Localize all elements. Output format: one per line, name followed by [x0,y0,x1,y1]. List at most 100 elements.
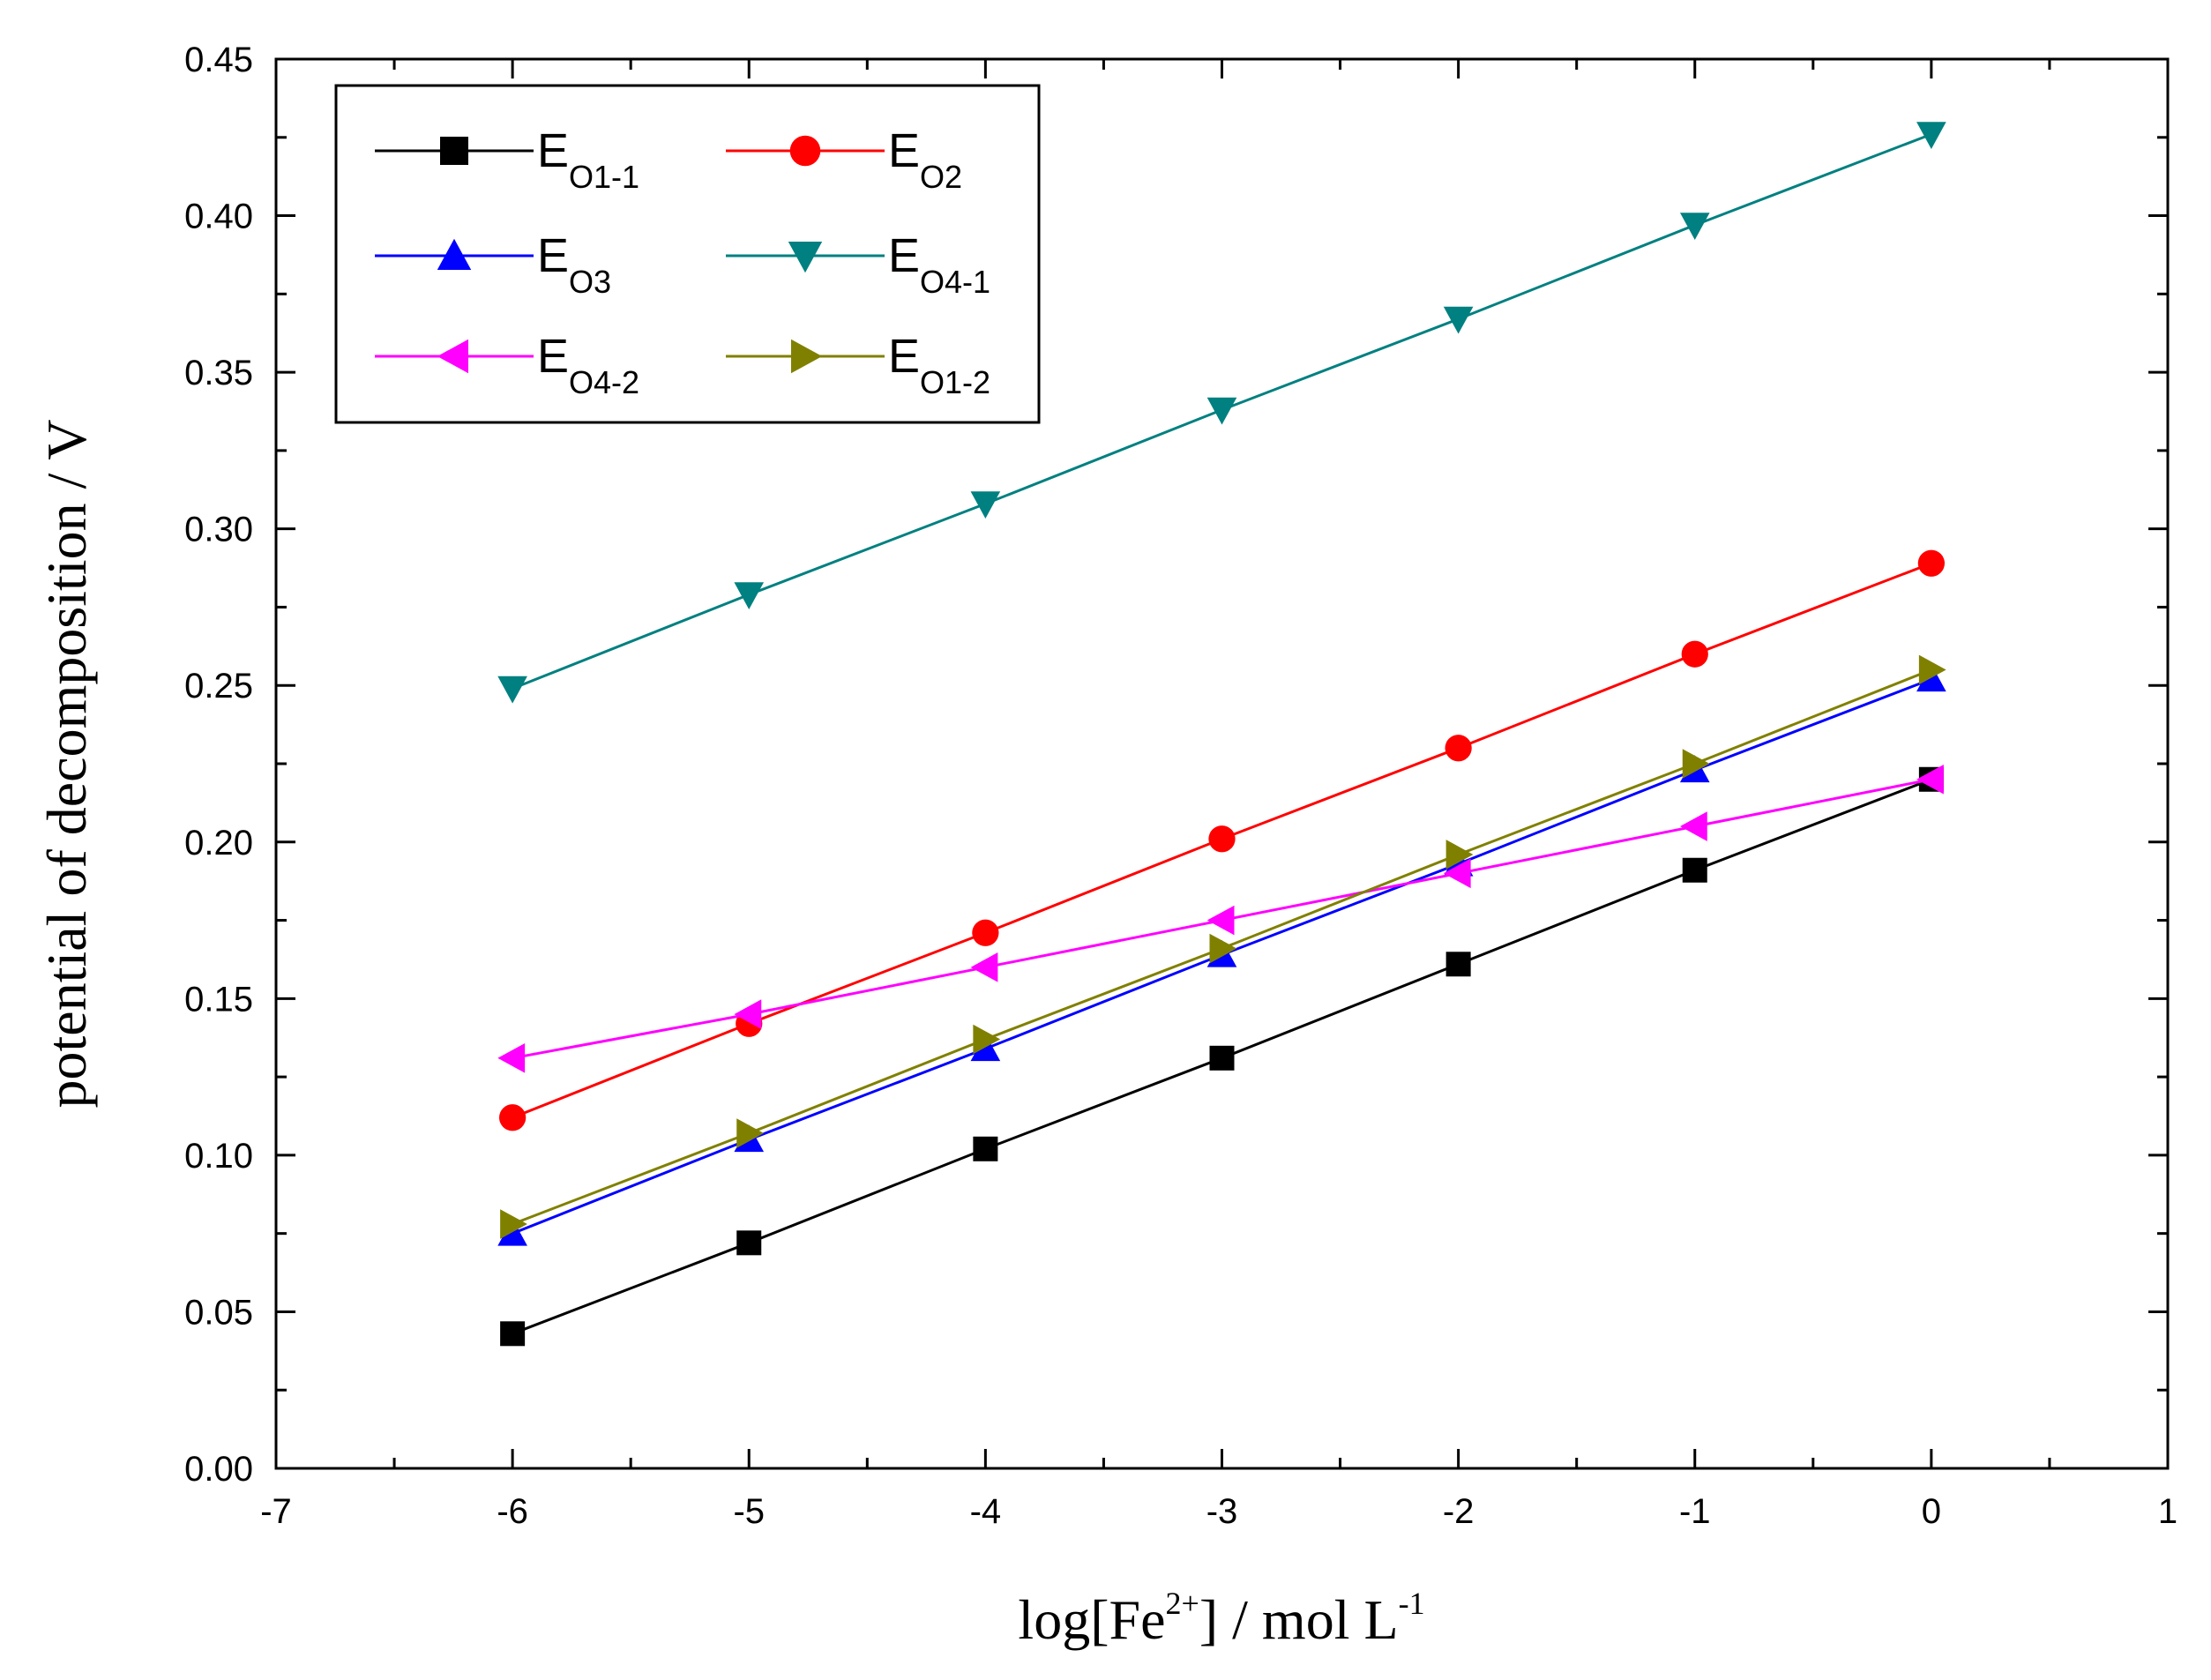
legend-label-main: E [537,330,569,383]
data-point [1916,122,1946,150]
y-tick-label: 0.20 [184,824,253,862]
series-layer [497,122,1946,1347]
data-point [736,1118,765,1148]
data-point [1209,1045,1235,1071]
x-tick-label: -3 [1206,1492,1238,1531]
y-tick-label: 0.25 [184,667,253,706]
y-tick-label: 0.15 [184,980,253,1019]
data-point [497,1218,527,1246]
data-point [736,1230,762,1256]
legend-entry: EO3 [375,229,611,300]
data-point [1445,840,1474,870]
legend-label-main: E [537,229,569,282]
legend-label: EO1-1 [537,124,639,195]
data-point [734,999,762,1029]
legend-marker [788,242,823,273]
data-point [970,1034,1001,1062]
x-tick-label: -6 [497,1492,528,1531]
legend-entry: EO4-1 [726,229,990,300]
data-point [972,919,999,946]
axis-ticks [274,57,2170,1470]
x-axis-title-prefix: log[Fe [1018,1588,1165,1651]
legend-label-sub: O3 [569,264,611,300]
data-point [973,1024,1001,1055]
data-point [734,582,765,610]
legend-marker [440,137,468,165]
legend-label-main: E [888,124,920,177]
data-point [1918,654,1946,685]
data-point [1206,905,1235,936]
plot-frame [274,57,2170,1470]
data-point [497,1043,526,1073]
x-tick-label: 0 [1922,1492,1941,1531]
data-point [1679,811,1707,841]
x-tick-label: -1 [1679,1492,1711,1531]
y-tick-label: 0.10 [184,1137,253,1176]
data-point [1443,858,1471,889]
data-point [499,1104,527,1131]
data-point [1916,664,1946,692]
data-point [1208,825,1236,853]
x-axis-title-sup2: -1 [1399,1586,1425,1621]
series-o1-2 [500,654,1946,1239]
data-point [497,676,527,704]
series-o1-1 [500,766,1944,1347]
series-o4-2 [497,764,1944,1073]
y-tick-labels: 0.00 0.05 0.10 0.15 0.20 0.25 0.30 0.35 0.40 0.45 [184,41,253,1489]
data-point [1206,397,1237,425]
data-point [1443,306,1474,334]
data-point [500,1321,526,1347]
legend-entry: EO4-2 [375,330,639,400]
x-tick-labels: -7 -6 -5 -4 -3 -2 -1 0 1 [260,1492,2177,1531]
legend-label-main: E [888,229,920,282]
x-tick-label: -7 [260,1492,292,1531]
legend-label-sub: O1-1 [569,159,639,195]
y-tick-label: 0.45 [184,41,253,79]
legend-marker [789,135,821,167]
y-axis-title: potential of decomposition / V [35,420,98,1109]
legend-marker [437,238,472,270]
legend-entry: EO1-1 [375,124,639,195]
y-tick-label: 0.05 [184,1293,253,1332]
legend-marker [437,339,468,374]
legend-label: EO2 [888,124,962,195]
data-point [1682,749,1710,779]
data-point [1209,933,1237,964]
data-point [1682,857,1707,883]
legend-label-sub: O2 [920,159,962,195]
legend-label-sub: O4-1 [920,264,990,300]
y-tick-label: 0.30 [184,511,253,549]
legend-marker [791,339,823,374]
legend-label-sub: O1-2 [920,364,990,400]
y-tick-label: 0.00 [184,1450,253,1489]
data-point [1917,549,1945,577]
legend-entry: EO1-2 [726,330,990,400]
data-point [1445,952,1471,977]
data-point [500,1209,527,1239]
y-tick-label: 0.40 [184,198,253,236]
data-point [1445,735,1472,762]
x-axis-title: log[Fe2+] / mol L-1 [1018,1586,1424,1651]
data-point [973,1136,998,1161]
x-tick-label: 1 [2158,1492,2177,1531]
legend-label: EO3 [537,229,611,300]
data-point [970,491,1001,519]
series-o4-1 [497,122,1946,704]
x-tick-label: -2 [1443,1492,1475,1531]
x-tick-label: -4 [970,1492,1002,1531]
data-point [1679,213,1710,241]
data-point [1916,764,1944,795]
x-axis-title-sup: 2+ [1166,1586,1199,1621]
legend-entry: EO2 [726,124,962,195]
data-point [1681,640,1708,668]
x-tick-label: -5 [733,1492,765,1531]
legend-label: EO4-1 [888,229,990,300]
legend-label: EO4-2 [537,330,639,400]
legend-label: EO1-2 [888,330,990,400]
legend-label-main: E [537,124,569,177]
legend-label-sub: O4-2 [569,364,639,400]
